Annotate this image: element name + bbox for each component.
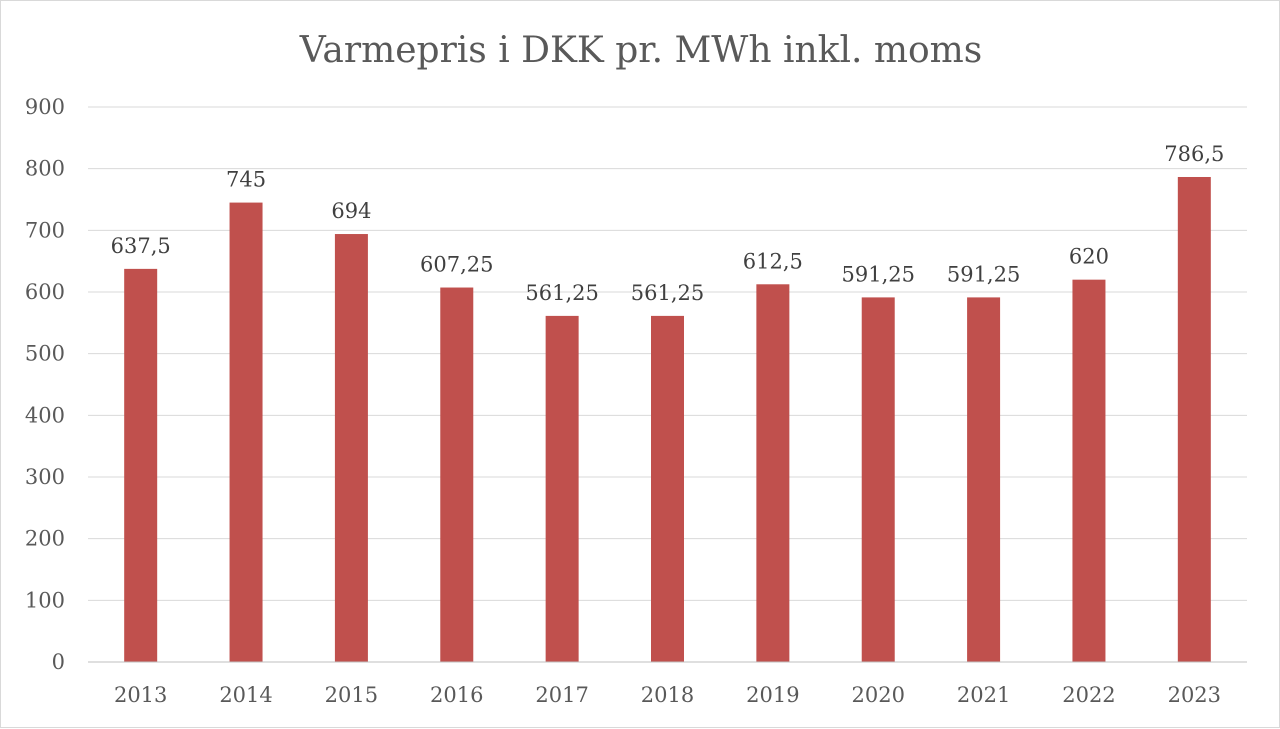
data-label: 786,5: [1164, 142, 1224, 166]
x-tick-label: 2022: [1062, 683, 1115, 707]
x-tick-label: 2016: [430, 683, 483, 707]
x-tick-label: 2015: [325, 683, 378, 707]
bar-2016: [440, 287, 474, 662]
y-tick-label: 800: [25, 157, 65, 181]
data-label: 637,5: [111, 234, 171, 258]
y-tick-label: 0: [52, 650, 65, 674]
bars: [124, 176, 1211, 663]
x-tick-label: 2013: [114, 683, 167, 707]
y-tick-label: 900: [25, 95, 65, 119]
data-label: 694: [331, 199, 371, 223]
y-tick-label: 100: [25, 588, 65, 612]
bar-2021: [967, 297, 1001, 662]
bar-2022: [1072, 279, 1106, 662]
data-label: 745: [226, 168, 266, 192]
bar-2020: [861, 297, 895, 662]
data-label: 561,25: [631, 281, 704, 305]
x-tick-label: 2017: [535, 683, 588, 707]
bar-2017: [545, 315, 579, 662]
x-axis-ticks: 2013 2014 2015 2016 2017 2018 2019 2020 2021 2022…: [114, 683, 1221, 707]
x-tick-label: 2020: [852, 683, 905, 707]
y-tick-label: 400: [25, 403, 65, 427]
data-label: 607,25: [420, 253, 493, 277]
bar-2019: [756, 284, 790, 662]
y-tick-label: 600: [25, 280, 65, 304]
y-axis-ticks: 0 100 200 300 400 500 600 700 800 900: [25, 95, 65, 674]
bar-2018: [651, 315, 684, 662]
x-tick-label: 2021: [957, 683, 1010, 707]
x-tick-label: 2018: [641, 683, 694, 707]
data-label: 591,25: [947, 262, 1020, 286]
x-tick-label: 2014: [219, 683, 272, 707]
data-label: 612,5: [743, 249, 803, 273]
bar-2015: [334, 234, 368, 663]
x-tick-label: 2023: [1168, 683, 1221, 707]
y-tick-label: 300: [25, 465, 65, 489]
bar-2023: [1177, 176, 1211, 662]
data-label: 591,25: [841, 262, 914, 286]
data-labels: 637,5 745 694 607,25 561,25 561,25 612,5 591,25…: [111, 142, 1225, 305]
y-tick-label: 700: [25, 218, 65, 242]
chart-title: Varmepris i DKK pr. MWh inkl. moms: [299, 30, 983, 71]
x-tick-label: 2019: [746, 683, 799, 707]
y-tick-label: 200: [25, 527, 65, 551]
data-label: 561,25: [525, 281, 598, 305]
data-label: 620: [1069, 245, 1109, 269]
y-tick-label: 500: [25, 342, 65, 366]
bar-2013: [124, 268, 158, 662]
bar-2014: [229, 202, 263, 663]
